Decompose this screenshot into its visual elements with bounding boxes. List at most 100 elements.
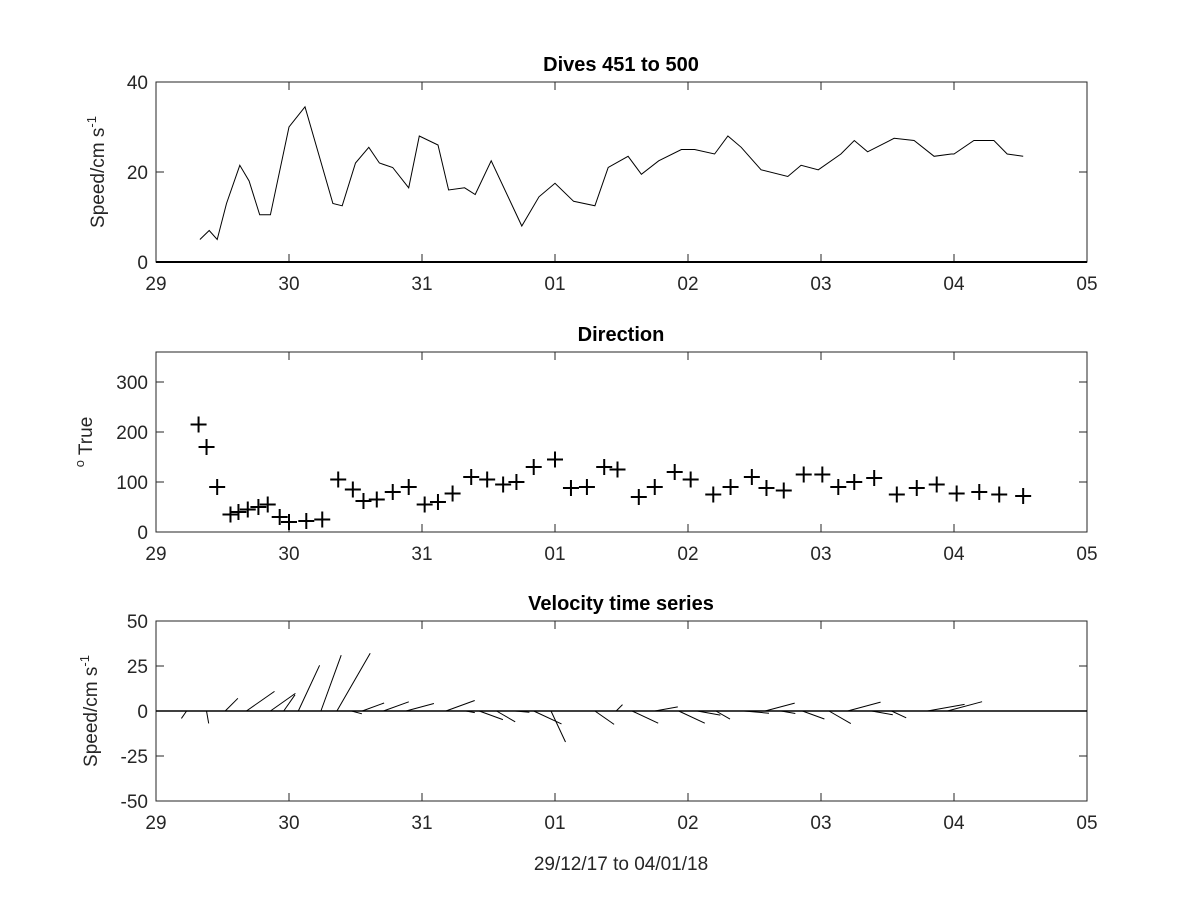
velocity-vector [715,710,731,720]
x-tick-label: 02 [677,813,698,834]
velocity-vector [465,710,475,714]
direction-point [722,479,739,495]
direction-point [814,466,831,483]
velocity-vector [947,701,983,712]
direction-point [429,494,446,510]
x-tick-label: 31 [411,813,432,834]
y-tick-label: 40 [127,73,148,94]
direction-point [250,499,267,515]
direction-point [355,493,372,509]
velocity-vector [550,710,566,743]
direction-point [281,514,297,530]
direction-point [846,474,863,490]
direction-point [222,506,239,523]
velocity-vector [445,700,475,712]
x-tick-label: 04 [943,274,965,295]
direction-point [758,480,775,496]
direction-point [344,481,361,498]
velocity-y-ticks: 50 25 0 -25 -50 [121,612,1087,813]
velocity-vector [297,665,321,712]
direction-point [198,439,215,455]
velocity-vector [515,710,530,713]
direction-point [888,486,905,503]
direction-point [190,416,207,433]
velocity-vector [828,710,852,725]
direction-point [495,476,512,493]
y-tick-label: 100 [116,473,148,494]
x-tick-label: 03 [810,813,831,834]
direction-point [991,486,1008,503]
velocity-vector [362,702,385,712]
x-tick-label: 05 [1076,813,1097,834]
direction-point [578,479,595,495]
velocity-vector [336,653,371,712]
speed-x-ticks: 29 30 31 01 02 03 04 05 [145,82,1098,295]
x-tick-label: 05 [1076,274,1097,295]
speed-y-ticks: 0 20 40 [127,73,1087,274]
y-tick-label: 200 [116,423,148,444]
velocity-vector [224,697,239,712]
direction-point [630,489,647,505]
x-tick-label: 29 [145,544,166,565]
x-tick-label: 01 [544,813,565,834]
velocity-vector [654,706,678,712]
direction-point [479,471,496,488]
direction-point [948,485,965,502]
direction-point [259,496,276,513]
direction-x-ticks: 29 30 31 01 02 03 04 05 [145,352,1098,565]
velocity-vector [180,710,188,719]
x-tick-label: 03 [810,544,831,565]
x-tick-label: 30 [278,813,299,834]
velocity-ylabel: Speed/cm s-1 [77,655,102,767]
direction-point [908,480,925,496]
velocity-vector [615,704,623,712]
direction-point [666,464,683,480]
speed-axes-box [155,81,1088,263]
x-tick-label: 03 [810,274,831,295]
speed-title: Dives 451 to 500 [543,54,699,76]
y-tick-label: 300 [116,373,148,394]
direction-point [1015,488,1032,504]
speed-line-layer [156,105,1087,263]
velocity-xlabel: 29/12/17 to 04/01/18 [534,854,708,875]
velocity-x-ticks: 29 30 31 01 02 03 04 05 [145,621,1098,834]
speed-series-line [199,105,1024,241]
direction-ylabel: o True [72,417,97,468]
direction-point [400,479,417,495]
x-tick-label: 29 [145,274,166,295]
direction-point [525,459,542,475]
direction-point [330,471,347,488]
direction-point [743,469,760,485]
x-tick-label: 01 [544,544,565,565]
velocity-vector [206,710,210,724]
velocity-panel: Velocity time series Speed/cm s-1 29/12/… [77,593,1098,875]
y-tick-label: 50 [127,612,148,633]
direction-marker-layer [190,416,1032,530]
y-tick-label: -50 [121,792,148,813]
velocity-vector [927,703,965,712]
velocity-vector [533,710,562,725]
y-tick-label: -25 [121,747,148,768]
velocity-vector [496,710,516,723]
direction-point [596,459,613,475]
x-tick-label: 30 [278,274,299,295]
y-tick-label: 0 [137,702,148,723]
velocity-vector [891,710,907,719]
direction-point [298,513,315,529]
direction-title: Direction [578,324,665,346]
x-tick-label: 02 [677,544,698,565]
velocity-vector [283,694,296,712]
direction-point [705,486,722,503]
y-tick-label: 25 [127,657,148,678]
direction-panel: Direction o True 29 30 31 01 02 03 04 05 0 100 20… [72,324,1098,565]
velocity-vector [479,710,504,721]
velocity-vector [847,701,881,712]
direction-point [830,479,847,495]
direction-point [928,476,945,493]
velocity-vector [781,710,796,714]
velocity-vector [631,710,659,724]
velocity-vector [871,710,893,716]
direction-point [239,501,256,518]
velocity-vector [383,701,409,712]
